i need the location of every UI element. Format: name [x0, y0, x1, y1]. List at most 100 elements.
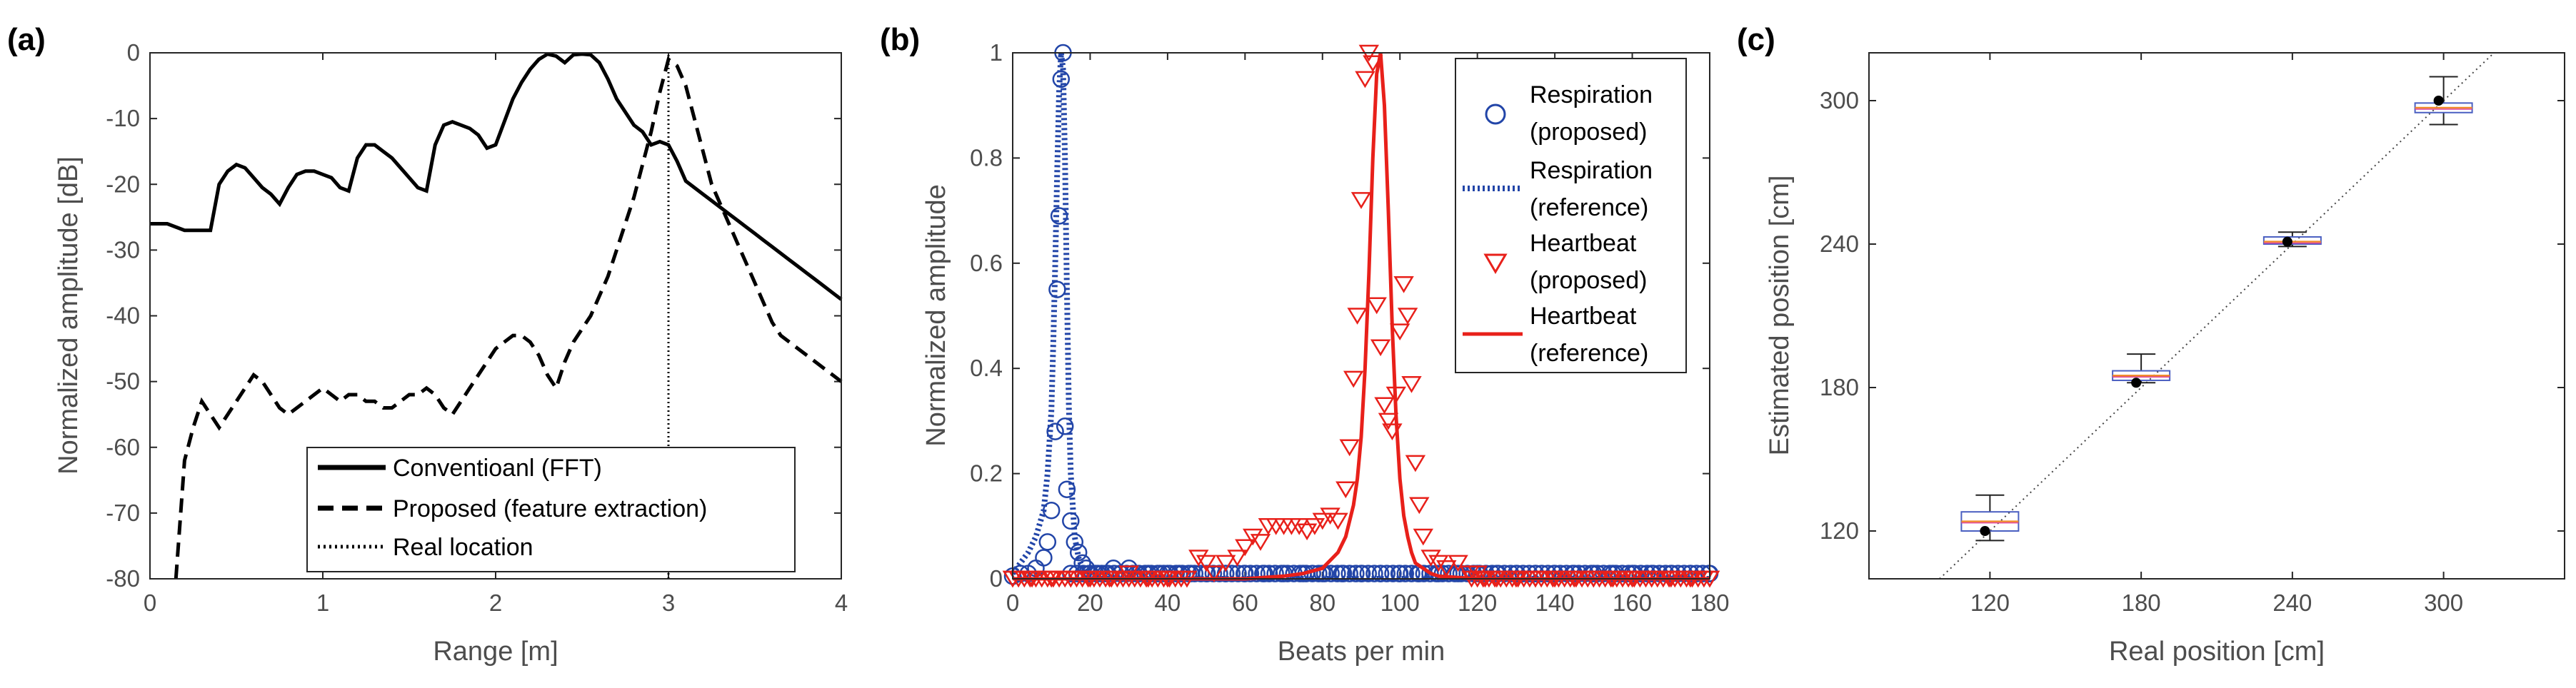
panel-c-x-tick-label: 300: [2424, 590, 2463, 616]
legend-swatch-heartbeat-proposed: [1483, 253, 1508, 274]
respiration-proposed-marker: [1050, 207, 1068, 225]
heartbeat-proposed-marker: [1385, 386, 1407, 404]
panel-b-x-tick-label: 80: [1309, 590, 1335, 616]
panel-b-y-tick-label: 0: [990, 565, 1003, 592]
respiration-proposed-marker: [1260, 565, 1278, 582]
panel-c-y-axis-label: Estimated position [cm]: [1765, 176, 1795, 456]
panel-b-x-axis-label: Beats per min: [1278, 637, 1445, 667]
box-mean-dot: [2282, 236, 2292, 247]
respiration-proposed-marker: [1371, 565, 1390, 582]
respiration-proposed-marker: [1062, 512, 1080, 530]
box-mean-dot: [2433, 96, 2444, 106]
panel-a-y-tick-label: -80: [106, 565, 140, 592]
panel-b-x-tick-label: 60: [1232, 590, 1258, 616]
respiration-proposed-marker: [1421, 565, 1439, 582]
panel-a-x-tick-label: 0: [144, 590, 156, 616]
panel-a-legend-box: [306, 447, 796, 572]
panel-c-x-tick-label: 120: [1970, 590, 2010, 616]
respiration-proposed-marker: [1403, 565, 1420, 582]
heartbeat-proposed-marker: [1393, 276, 1414, 293]
panel-a-y-tick-label: -20: [106, 171, 140, 197]
heartbeat-proposed-marker: [1467, 565, 1488, 583]
panel-a-x-tick-label: 4: [835, 590, 848, 616]
panel-a-y-tick-label: -10: [106, 105, 140, 131]
heartbeat-proposed-marker: [1227, 550, 1248, 567]
panel-c-x-tick-label: 240: [2272, 590, 2312, 616]
legend-label-heartbeat-proposed-line2: (proposed): [1530, 267, 1647, 294]
panel-a-y-tick-label: -60: [106, 434, 140, 460]
box-iqr: [2262, 236, 2322, 246]
heartbeat-proposed-marker: [1347, 308, 1368, 325]
legend-label-respiration-proposed-line2: (proposed): [1530, 118, 1647, 146]
heartbeat-proposed-marker: [1304, 518, 1325, 535]
panel-b: (b) 0 20 40 60 80 100 120 140 160 180 0 0.2 0.4 0.6 0.…: [880, 22, 1730, 667]
heartbeat-proposed-marker: [1188, 550, 1209, 567]
panel-b-label: (b): [880, 22, 920, 57]
panel-b-legend: Respiration (proposed) Respiration (refe…: [1455, 58, 1687, 373]
series-fft-line: [150, 52, 843, 301]
heartbeat-proposed-marker: [1296, 523, 1318, 541]
panel-c-axes-box: [1868, 52, 2565, 580]
panel-b-x-tick-label: 160: [1613, 590, 1652, 616]
legend-label-fft: Conventioanl (FFT): [393, 455, 602, 482]
panel-c-y-tick-label: 300: [1820, 87, 1859, 113]
heartbeat-proposed-marker: [1389, 323, 1410, 341]
panel-b-legend-box: [1455, 58, 1687, 373]
heartbeat-proposed-marker: [1420, 550, 1441, 567]
heartbeat-proposed-marker: [1378, 413, 1399, 430]
respiration-proposed-marker: [1056, 418, 1074, 435]
box-mean-dot: [1980, 526, 1990, 536]
respiration-proposed-marker: [1347, 565, 1365, 582]
heartbeat-proposed-marker: [1203, 565, 1225, 583]
panel-a-y-tick-label: 0: [127, 39, 140, 66]
heartbeat-proposed-marker: [1320, 507, 1340, 525]
respiration-proposed-marker: [1192, 565, 1210, 582]
reference-line-y-equals-x: [1939, 52, 2495, 580]
panel-b-y-tick-label: 0.2: [970, 460, 1003, 487]
panel-b-y-axis-label: Normalized amplitude: [921, 184, 951, 447]
panel-b-y-tick-label: 1: [990, 39, 1003, 66]
series-respiration-reference-line: [1010, 52, 1710, 582]
legend-swatch-respiration-proposed: [1485, 103, 1506, 125]
respiration-proposed-marker: [1035, 549, 1053, 567]
panel-a-y-axis-label: Normalized amplitude [dB]: [54, 156, 84, 475]
heartbeat-proposed-marker: [1288, 518, 1310, 535]
respiration-proposed-marker: [1058, 480, 1076, 498]
heartbeat-proposed-marker: [1401, 376, 1422, 393]
panel-c-y-tick-label: 180: [1820, 374, 1859, 400]
heartbeat-proposed-marker: [1363, 55, 1383, 73]
respiration-proposed-marker: [1396, 565, 1415, 582]
panel-a-x-axis-label: Range [m]: [433, 637, 558, 667]
panel-a-plot-area: [150, 52, 843, 580]
heartbeat-proposed-marker: [1370, 339, 1391, 357]
respiration-proposed-marker: [1256, 565, 1273, 582]
heartbeat-proposed-marker: [1250, 534, 1271, 551]
heartbeat-proposed-marker: [1343, 370, 1364, 388]
respiration-proposed-marker: [1365, 565, 1383, 582]
panel-c-plot-area: [1939, 52, 2495, 580]
respiration-proposed-marker: [1390, 565, 1409, 582]
panel-b-x-tick-label: 100: [1380, 590, 1420, 616]
heartbeat-proposed-marker: [1312, 512, 1333, 530]
heartbeat-proposed-marker: [1355, 71, 1375, 88]
panel-b-x-tick-label: 40: [1155, 590, 1181, 616]
panel-b-y-tick-label: 0.8: [970, 144, 1003, 171]
legend-label-heartbeat-reference-line1: Heartbeat: [1530, 303, 1637, 330]
panel-b-plot-area: [1002, 44, 1720, 588]
panel-a-y-tick-label: -70: [106, 500, 140, 526]
heartbeat-proposed-marker: [1448, 555, 1468, 572]
panel-c-label: (c): [1737, 22, 1775, 57]
panel-a-label: (a): [7, 22, 46, 57]
heartbeat-proposed-marker: [1339, 439, 1360, 457]
panel-b-x-tick-label: 120: [1458, 590, 1497, 616]
respiration-proposed-marker: [1322, 565, 1340, 582]
panel-c: (c) 120 180 240 300 120 180 240 300 Real positi…: [1737, 22, 2565, 667]
legend-label-heartbeat-reference-line2: (reference): [1530, 340, 1648, 367]
heartbeat-proposed-marker: [1413, 528, 1434, 546]
panel-a-y-tick-label: -50: [106, 368, 140, 395]
respiration-proposed-marker: [1340, 565, 1358, 582]
panel-a: (a) 0 1 2 3 4 0 -10 -20 -30 -40 -50 -60 -70 -80 Range…: [7, 22, 848, 667]
legend-label-real-location: Real location: [393, 534, 533, 561]
heartbeat-proposed-marker: [1328, 512, 1348, 530]
